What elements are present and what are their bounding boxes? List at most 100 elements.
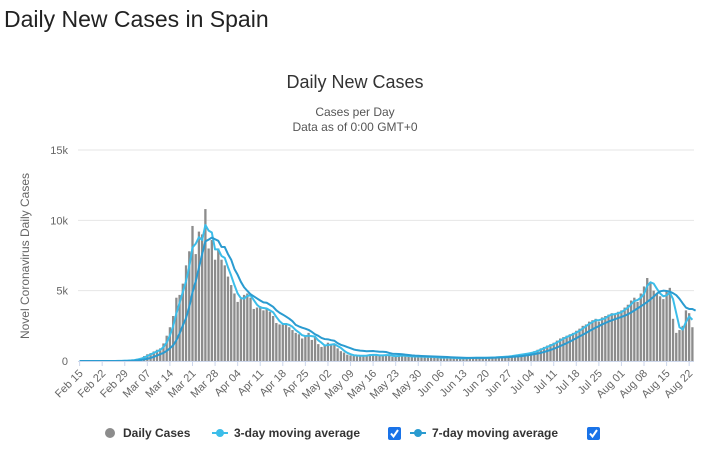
daily-cases-bar <box>672 319 674 361</box>
daily-cases-bar <box>236 302 238 361</box>
daily-cases-bar <box>269 312 271 361</box>
daily-cases-bar <box>585 324 587 361</box>
daily-cases-bar <box>227 277 229 361</box>
three-day-average-line <box>80 225 693 361</box>
daily-cases-bar <box>375 355 377 361</box>
daily-cases-bar <box>311 340 313 361</box>
daily-cases-bar <box>211 240 213 361</box>
daily-cases-bar <box>575 331 577 361</box>
daily-cases-bar <box>656 293 658 361</box>
y-tick-label: 10k <box>50 215 68 227</box>
daily-cases-bar <box>262 310 264 361</box>
daily-cases-bar <box>669 288 671 361</box>
daily-cases-bar <box>569 334 571 361</box>
legend-three-day-checkbox[interactable] <box>388 427 401 440</box>
daily-cases-bar <box>320 347 322 361</box>
daily-cases-bar <box>246 293 248 361</box>
daily-cases-bar <box>343 353 345 361</box>
gridlines <box>78 150 694 291</box>
daily-cases-bar <box>691 327 693 361</box>
daily-cases-bar <box>578 329 580 361</box>
daily-cases-bar <box>195 254 197 361</box>
daily-cases-bar <box>636 302 638 361</box>
daily-cases-bar <box>233 293 235 361</box>
daily-cases-bar <box>588 322 590 361</box>
daily-cases-bar <box>304 336 306 361</box>
daily-cases-bar <box>340 351 342 361</box>
daily-cases-bar <box>653 291 655 361</box>
y-tick-label: 0 <box>62 356 68 368</box>
daily-cases-bar <box>240 299 242 361</box>
daily-cases-bar <box>372 355 374 361</box>
daily-cases-bar <box>688 313 690 361</box>
daily-cases-bar <box>591 320 593 361</box>
daily-cases-bar <box>349 355 351 361</box>
daily-cases-bar <box>685 310 687 361</box>
daily-cases-bar <box>272 316 274 361</box>
daily-cases-bar <box>175 298 177 361</box>
y-axis-label: Novel Coronavirus Daily Cases <box>18 173 32 339</box>
legend-seven-day-label[interactable]: 7-day moving average <box>432 426 558 440</box>
daily-cases-bar <box>301 338 303 361</box>
daily-cases-bar <box>259 306 261 361</box>
daily-cases-bar <box>243 295 245 361</box>
legend: Daily Cases 3-day moving average 7-day mov… <box>105 426 600 440</box>
daily-cases-bar <box>675 333 677 361</box>
daily-cases-bar <box>278 324 280 361</box>
daily-cases-bar <box>391 357 393 361</box>
legend-seven-day-marker <box>414 429 422 437</box>
daily-cases-bar <box>640 293 642 361</box>
daily-cases-bar <box>224 265 226 361</box>
daily-cases-bar <box>582 326 584 361</box>
daily-cases-bar <box>198 232 200 361</box>
daily-cases-bar <box>298 334 300 361</box>
daily-cases-bar <box>614 315 616 361</box>
daily-cases-bar <box>249 298 251 361</box>
daily-cases-bar <box>217 248 219 361</box>
chart-subtitle-line-2: Data as of 0:00 GMT+0 <box>292 120 417 134</box>
daily-cases-bar <box>295 333 297 361</box>
x-tick-label: Jul 18 <box>553 368 582 397</box>
daily-cases-bar <box>220 260 222 361</box>
daily-cases-bar <box>336 348 338 361</box>
daily-cases-bar <box>266 309 268 361</box>
daily-cases-bar <box>214 260 216 361</box>
chart-title: Daily New Cases <box>286 72 423 92</box>
daily-cases-bar <box>324 346 326 361</box>
daily-cases-bar <box>253 309 255 361</box>
daily-cases-bar <box>317 344 319 361</box>
legend-three-day-label[interactable]: 3-day moving average <box>234 426 360 440</box>
legend-seven-day-checkbox[interactable] <box>587 427 600 440</box>
daily-cases-bar <box>282 324 284 361</box>
daily-cases-bar <box>562 337 564 361</box>
x-tick-label: Jul 04 <box>508 368 537 397</box>
daily-cases-bar <box>659 296 661 361</box>
daily-cases-bar <box>291 330 293 361</box>
daily-cases-bar <box>330 346 332 361</box>
y-tick-label: 15k <box>50 145 68 157</box>
y-tick-label: 5k <box>56 286 68 298</box>
daily-cases-bar <box>378 356 380 361</box>
legend-daily-cases-marker <box>105 428 115 438</box>
legend-three-day-marker <box>216 429 224 437</box>
daily-cases-bar <box>230 285 232 361</box>
daily-cases-bar <box>665 291 667 361</box>
daily-cases-bar <box>649 282 651 361</box>
daily-cases-bar <box>662 299 664 361</box>
daily-cases-bar <box>630 301 632 361</box>
daily-cases-bar <box>565 336 567 361</box>
daily-cases-bar <box>572 333 574 361</box>
daily-cases-bar <box>404 356 406 361</box>
daily-cases-bar <box>594 319 596 361</box>
daily-cases-bar <box>353 356 355 361</box>
daily-cases-bar <box>633 298 635 361</box>
chart-subtitle-line-1: Cases per Day <box>315 105 394 119</box>
daily-cases-bar <box>307 333 309 361</box>
daily-cases-bar <box>682 326 684 361</box>
daily-cases-bar <box>678 330 680 361</box>
daily-cases-bar <box>314 337 316 361</box>
legend-daily-cases-label: Daily Cases <box>123 426 191 440</box>
